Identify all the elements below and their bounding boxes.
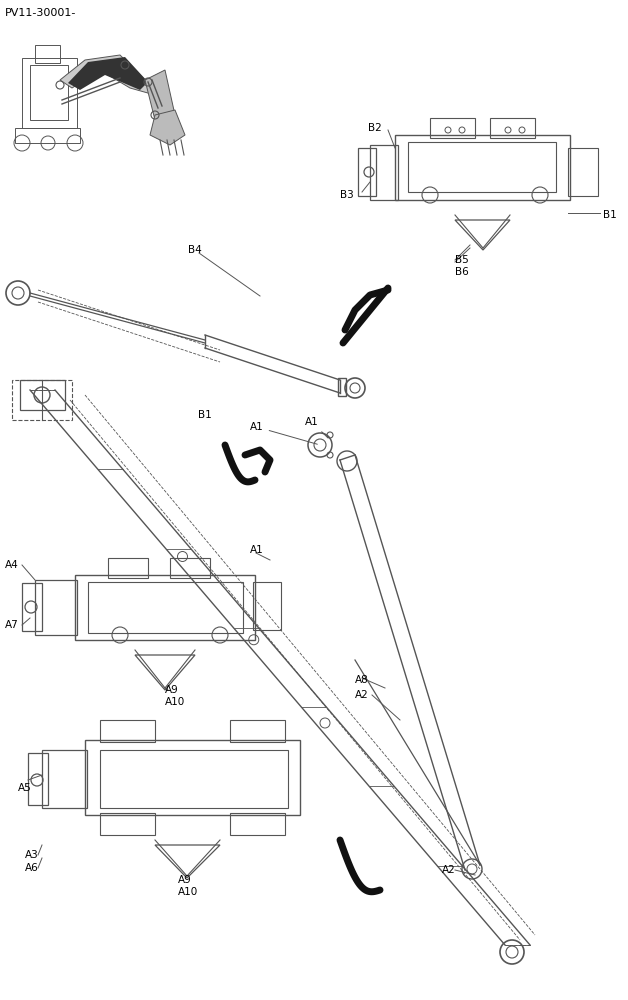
Text: A9: A9 — [178, 875, 192, 885]
Bar — [22, 58, 77, 128]
Bar — [490, 118, 535, 138]
Text: B1: B1 — [603, 210, 617, 220]
Bar — [408, 142, 556, 192]
Text: B3: B3 — [340, 190, 354, 200]
Text: A3: A3 — [25, 850, 39, 860]
Text: B1: B1 — [198, 410, 212, 420]
Bar — [35, 45, 60, 63]
Bar — [85, 740, 300, 815]
Bar — [430, 118, 475, 138]
Polygon shape — [68, 57, 148, 90]
Text: A1: A1 — [250, 422, 317, 444]
Bar — [35, 580, 77, 635]
Bar — [108, 558, 148, 578]
Text: A1: A1 — [250, 545, 264, 555]
Text: A10: A10 — [178, 887, 198, 897]
Text: A7: A7 — [5, 620, 19, 630]
Bar — [100, 813, 155, 835]
Text: A6: A6 — [25, 863, 39, 873]
Text: A1: A1 — [305, 417, 328, 438]
Text: A4: A4 — [5, 560, 19, 570]
Text: A2: A2 — [355, 690, 369, 700]
Text: A2: A2 — [442, 865, 456, 875]
Bar — [30, 65, 68, 120]
Polygon shape — [150, 110, 185, 145]
Bar — [28, 753, 48, 805]
Bar — [22, 583, 42, 631]
Text: B6: B6 — [455, 267, 468, 277]
Bar — [358, 148, 376, 196]
Bar — [15, 128, 80, 143]
Bar — [230, 813, 285, 835]
Polygon shape — [145, 70, 175, 120]
Text: A10: A10 — [165, 697, 185, 707]
Bar — [253, 582, 281, 630]
Text: A8: A8 — [355, 675, 369, 685]
Bar — [170, 558, 210, 578]
Text: B2: B2 — [368, 123, 382, 133]
Bar — [230, 720, 285, 742]
Bar — [395, 135, 570, 200]
Bar — [42, 750, 87, 808]
Text: B4: B4 — [188, 245, 202, 255]
Bar — [100, 720, 155, 742]
Text: B5: B5 — [455, 255, 468, 265]
Bar — [20, 380, 65, 410]
Text: A5: A5 — [18, 783, 32, 793]
Bar — [12, 380, 72, 420]
Polygon shape — [60, 55, 155, 95]
Bar — [370, 145, 398, 200]
Bar — [338, 378, 346, 396]
Bar — [88, 582, 243, 633]
Bar — [75, 575, 255, 640]
Bar — [100, 750, 288, 808]
Bar — [568, 148, 598, 196]
Text: A9: A9 — [165, 685, 179, 695]
Text: PV11-30001-: PV11-30001- — [5, 8, 77, 18]
